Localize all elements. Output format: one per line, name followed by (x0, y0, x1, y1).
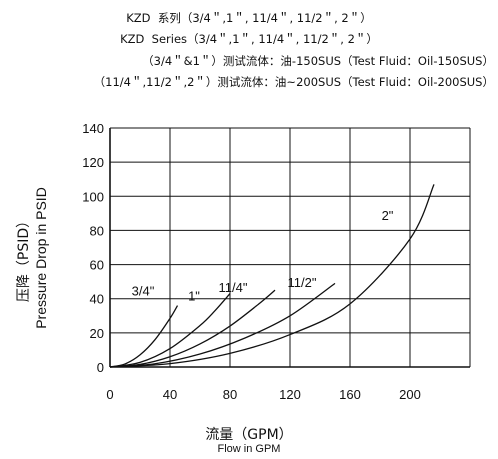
series-label: 1" (188, 288, 200, 303)
y-tick-label: 40 (90, 292, 104, 307)
x-tick-label: 200 (399, 387, 421, 402)
series-label: 11/2" (288, 275, 317, 290)
x-tick-label: 120 (279, 387, 301, 402)
y-tick-label: 0 (97, 360, 104, 375)
y-tick-label: 120 (82, 155, 104, 170)
series-label: 11/4" (219, 280, 248, 295)
chart-curve-labels: 3/4" 1" 11/4" 11/2" 2" (132, 208, 394, 303)
x-tick-label: 40 (163, 387, 177, 402)
x-tick-label: 0 (106, 387, 113, 402)
series-label: 3/4" (132, 283, 155, 298)
x-tick-label: 80 (223, 387, 237, 402)
x-axis-label-en: Flow in GPM (217, 443, 281, 455)
chart-ticks: 0 20 40 60 80 100 120 140 0 40 80 120 160 200 (82, 121, 421, 402)
y-tick-label: 20 (90, 326, 104, 341)
test-fluid-note-2: （11/4＂,11/2＂,2＂）测试流体：油~200SUS（Test Fluid… (93, 75, 494, 89)
series-line (109, 293, 231, 368)
y-tick-label: 140 (82, 121, 104, 136)
series-line (109, 305, 179, 368)
chart-title-en: KZD Series（3/4＂,1＂, 11/4＂, 11/2＂, 2＂） (120, 32, 378, 46)
series-line (109, 184, 435, 368)
test-fluid-note-1: （3/4＂&1＂）测试流体：油-150SUS（Test Fluid：Oil-15… (142, 54, 494, 68)
y-axis-label-cn: 压降（PSID） (16, 214, 32, 302)
y-tick-label: 60 (90, 258, 104, 273)
y-tick-label: 100 (82, 189, 104, 204)
y-tick-label: 80 (90, 223, 104, 238)
x-axis-label-cn: 流量（GPM） (205, 427, 293, 443)
y-axis-label-en: Pressure Drop in PSID (33, 187, 49, 329)
chart-grid (109, 127, 471, 368)
series-line (109, 282, 336, 368)
chart-title-cn: KZD 系列（3/4＂,1＂, 11/4＂, 11/2＂, 2＂） (126, 11, 372, 25)
series-line (109, 289, 276, 368)
series-label: 2" (382, 208, 394, 223)
y-axis-label: 压降（PSID） Pressure Drop in PSID (16, 187, 49, 329)
x-tick-label: 160 (339, 387, 361, 402)
chart-curves (109, 184, 435, 368)
